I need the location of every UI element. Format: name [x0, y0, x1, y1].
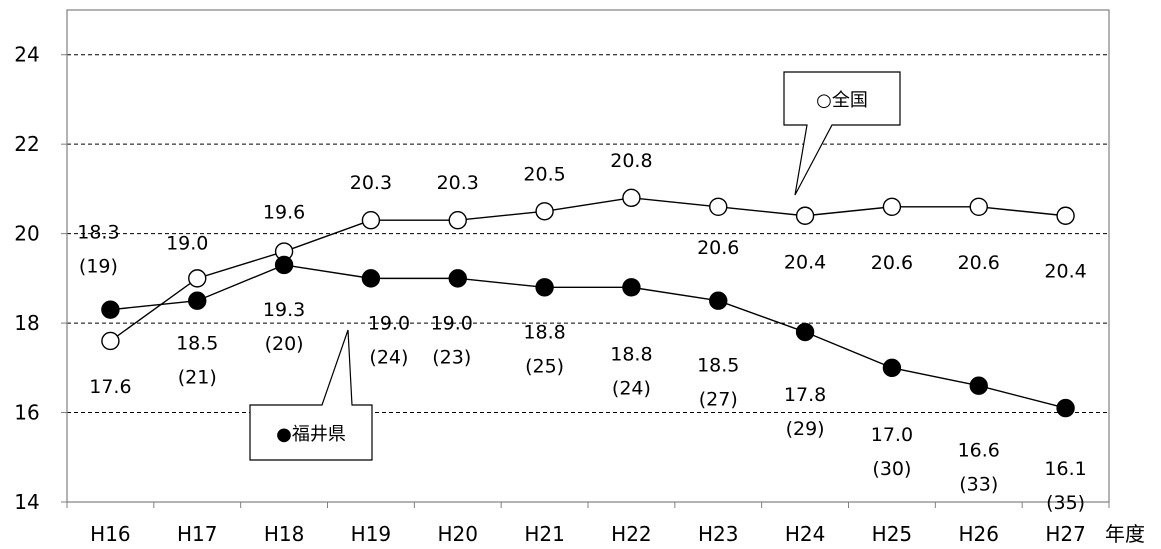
y-tick-label: 18 [14, 311, 39, 335]
x-tick-label: H18 [264, 522, 305, 546]
y-tick-label: 20 [14, 222, 39, 246]
fukui-point [882, 358, 902, 378]
fukui-value-label: 18.8 [523, 321, 565, 343]
fukui-point [1056, 398, 1075, 418]
fukui-point [274, 255, 294, 275]
fukui-rank-label: (33) [959, 474, 998, 496]
national-callout-box [783, 71, 901, 196]
data-labels: 17.6 19.0 19.6 20.3 20.3 20.5 20.8 20.6 20.4 20.6… [77, 150, 1086, 514]
x-tick-label: H27 [1045, 522, 1086, 546]
fukui-rank-label: (27) [699, 389, 738, 411]
fukui-value-label: 16.6 [958, 440, 1000, 462]
fukui-point [361, 269, 381, 288]
national-point [188, 269, 207, 288]
fukui-rank-label: (30) [872, 458, 911, 480]
fukui-rank-label: (25) [525, 355, 564, 377]
fukui-value-label: 19.0 [431, 312, 473, 334]
national-point [535, 202, 554, 221]
fukui-point [535, 278, 554, 297]
axes [61, 9, 1110, 508]
national-value-label: 20.6 [958, 252, 1000, 274]
fukui-value-label: 16.1 [1044, 458, 1086, 480]
national-point [361, 211, 381, 230]
national-callout-text: ○全国 [816, 90, 868, 111]
y-tick-label: 16 [14, 401, 39, 425]
series-line [110, 264, 1066, 409]
fukui-callout-box [249, 329, 373, 461]
fukui-point [448, 269, 467, 288]
fukui-rank-label: (24) [369, 346, 408, 368]
x-tick-label: H16 [90, 522, 131, 546]
fukui-point [101, 300, 120, 319]
national-point [448, 211, 467, 230]
fukui-point [969, 376, 988, 395]
fukui-rank-label: (35) [1046, 492, 1085, 514]
x-tick-label: H23 [698, 522, 739, 546]
x-tick-label: H25 [872, 522, 913, 546]
fukui-point [709, 291, 728, 310]
x-tick-label: H20 [438, 522, 479, 546]
x-tick-label: H21 [524, 522, 565, 546]
national-value-label: 20.6 [697, 237, 739, 259]
fukui-rank-label: (20) [265, 333, 304, 355]
fukui-value-label: 17.8 [784, 384, 826, 406]
y-tick-label: 22 [14, 132, 39, 156]
fukui-value-label: 18.3 [77, 222, 119, 244]
x-tick-label: H19 [351, 522, 392, 546]
fukui-rank-label: (23) [432, 346, 471, 368]
fukui-point [188, 291, 207, 310]
y-tick-labels: 14 16 18 20 22 24 [14, 43, 39, 514]
x-axis-title: 年度 [1105, 522, 1145, 546]
national-value-label: 19.6 [263, 202, 305, 224]
national-value-label: 17.6 [89, 376, 131, 398]
callouts: ○全国 ●福井県 [249, 71, 901, 461]
national-point [622, 188, 641, 208]
fukui-value-label: 18.5 [176, 333, 218, 355]
national-value-label: 19.0 [166, 232, 208, 254]
x-tick-label: H17 [177, 522, 218, 546]
fukui-rank-label: (21) [178, 367, 217, 389]
national-point [101, 331, 120, 351]
national-value-label: 20.4 [784, 252, 826, 274]
national-value-label: 20.4 [1044, 261, 1086, 283]
national-point [709, 197, 728, 217]
series-line [110, 197, 1066, 342]
fukui-value-label: 19.3 [263, 299, 305, 321]
fukui-rank-label: (19) [79, 256, 118, 278]
fukui-point [622, 278, 641, 297]
y-tick-label: 24 [14, 43, 39, 67]
y-tick-label: 14 [14, 490, 39, 514]
national-value-label: 20.5 [523, 163, 565, 185]
fukui-value-label: 18.8 [610, 343, 652, 365]
fukui-callout-text: ●福井県 [276, 424, 346, 445]
fukui-rank-label: (24) [612, 377, 651, 399]
fukui-value-label: 19.0 [368, 312, 410, 334]
fukui-value-label: 18.5 [697, 355, 739, 377]
national-point [795, 206, 815, 225]
plot-frame [66, 9, 1110, 503]
national-point [1056, 206, 1075, 225]
gridlines [67, 54, 1109, 414]
x-tick-labels: H16 H17 H18 H19 H20 H21 H22 H23 H24 H25 H26 H27 [90, 522, 1086, 546]
fukui-point [795, 322, 815, 342]
national-value-label: 20.3 [437, 172, 479, 194]
national-point [882, 197, 902, 217]
x-tick-label: H22 [611, 522, 652, 546]
fukui-value-label: 17.0 [871, 424, 913, 446]
national-value-label: 20.3 [350, 172, 392, 194]
fukui-rank-label: (29) [786, 418, 825, 440]
national-value-label: 20.8 [610, 150, 652, 172]
series-layer [101, 188, 1075, 418]
national-point [969, 197, 988, 217]
x-tick-label: H26 [959, 522, 1000, 546]
national-value-label: 20.6 [871, 252, 913, 274]
x-tick-label: H24 [785, 522, 826, 546]
